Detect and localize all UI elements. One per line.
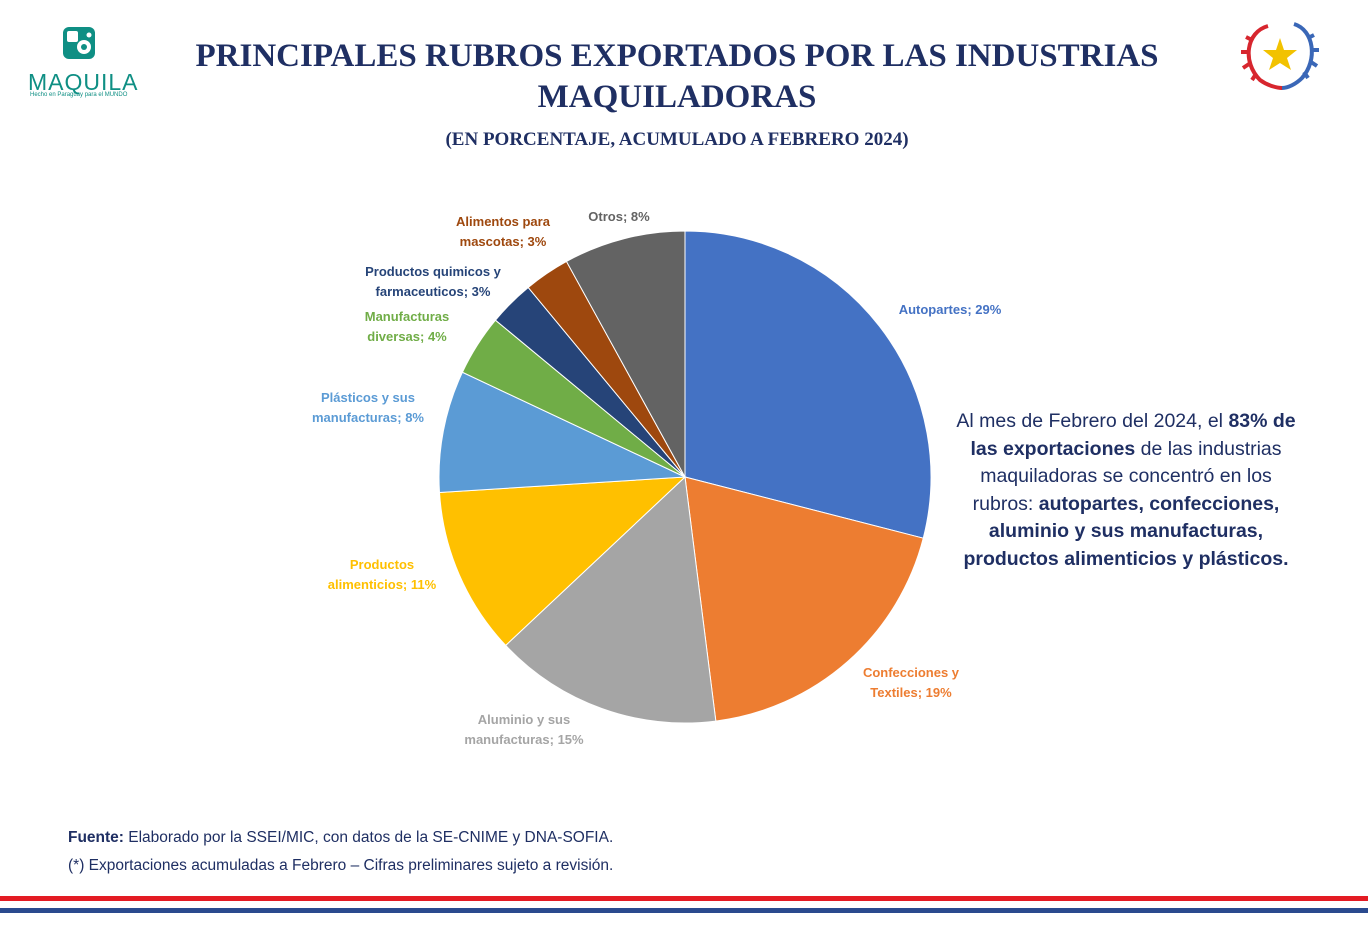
flag-stripe-red xyxy=(0,896,1368,901)
pie-label-9: Otros; 8% xyxy=(588,209,650,224)
pie-label-4: Productos alimenticios; 11% xyxy=(328,557,437,592)
maquila-logo: MAQUILA Hecho en Paraguay para el MUNDO xyxy=(28,26,138,102)
pie-label-3: Aluminio y sus manufacturas; 15% xyxy=(464,712,584,747)
pie-label-7: Productos quimicos y farmaceuticos; 3% xyxy=(365,264,502,299)
source-block: Fuente: Elaborado por la SSEI/MIC, con d… xyxy=(68,824,968,880)
flag-stripe-blue xyxy=(0,908,1368,913)
title-line-1: PRINCIPALES RUBROS EXPORTADOS POR LAS IN… xyxy=(195,38,1159,74)
pie-slice-2 xyxy=(684,476,924,722)
note-bold-1: 83% de las exportaciones xyxy=(970,410,1296,460)
source-line: Fuente: Elaborado por la SSEI/MIC, con d… xyxy=(68,824,968,852)
paraguay-star-laurel-icon xyxy=(1241,22,1319,90)
note-text-1: Al mes de Febrero del 2024, el xyxy=(956,410,1229,432)
logo-tagline: Hecho en Paraguay para el MUNDO xyxy=(30,92,128,98)
summary-note: Al mes de Febrero del 2024, el 83% de la… xyxy=(948,408,1304,573)
pie-slice-9 xyxy=(565,230,686,478)
pie-label-2: Confecciones y Textiles; 19% xyxy=(863,665,960,700)
logo-wordmark: MAQUILA xyxy=(28,69,139,95)
pie-slice-4 xyxy=(438,476,687,647)
pie-slices xyxy=(438,230,932,724)
note-bold-2: autopartes, confecciones, aluminio y sus… xyxy=(963,492,1289,570)
note-text-2: de las industrias maquiladoras se concen… xyxy=(972,437,1282,515)
puzzle-gear-icon xyxy=(63,27,95,59)
pie-slice-5 xyxy=(438,371,686,493)
pie-label-8: Alimentos para mascotas; 3% xyxy=(456,214,551,249)
pie-label-1: Autopartes; 29% xyxy=(899,302,1002,317)
pie-slice-1 xyxy=(684,230,932,539)
page-title: PRINCIPALES RUBROS EXPORTADOS POR LAS IN… xyxy=(150,36,1204,118)
footnote: (*) Exportaciones acumuladas a Febrero –… xyxy=(68,857,614,874)
pie-label-6: Manufacturas diversas; 4% xyxy=(365,309,450,344)
pie-label-5: Plásticos y sus manufacturas; 8% xyxy=(312,390,424,425)
source-label: Fuente: xyxy=(68,829,124,846)
source-text: Elaborado por la SSEI/MIC, con datos de … xyxy=(123,829,614,846)
title-line-2: MAQUILADORAS xyxy=(537,79,817,115)
page-subtitle: (EN PORCENTAJE, ACUMULADO A FEBRERO 2024… xyxy=(445,129,909,150)
pie-labels: Autopartes; 29% Confecciones y Textiles; 1… xyxy=(312,209,1002,747)
pie-slice-3 xyxy=(504,475,717,724)
